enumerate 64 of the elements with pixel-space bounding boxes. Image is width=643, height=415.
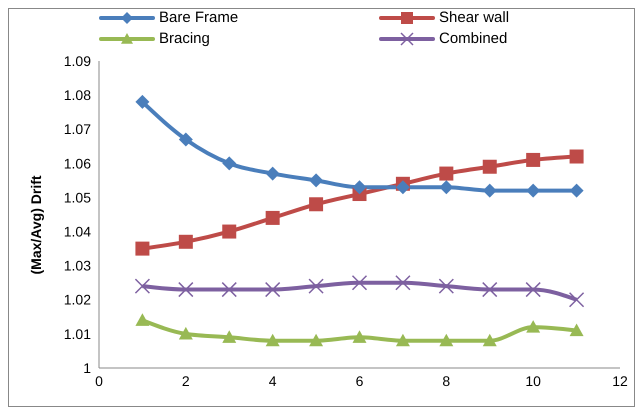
y-tick-label: 1.06 xyxy=(64,155,92,172)
y-tick-label: 1.02 xyxy=(64,292,92,308)
point xyxy=(308,278,324,294)
point xyxy=(525,282,541,298)
y-tick-label: 1 xyxy=(83,360,92,376)
point xyxy=(178,326,193,340)
x-tick-label: 6 xyxy=(356,372,364,389)
point xyxy=(309,197,324,212)
point xyxy=(439,166,454,181)
point xyxy=(135,242,150,256)
point xyxy=(395,274,411,290)
point xyxy=(222,282,237,298)
point xyxy=(178,132,193,146)
y-tick-label: 1.05 xyxy=(64,189,92,206)
point xyxy=(135,94,150,109)
point xyxy=(134,278,150,294)
point xyxy=(439,334,454,346)
point xyxy=(266,166,280,181)
point xyxy=(266,334,280,346)
point xyxy=(570,323,584,336)
y-tick-label: 1.07 xyxy=(64,121,92,138)
point xyxy=(222,224,236,239)
point xyxy=(352,180,366,194)
point xyxy=(352,330,366,343)
y-tick-label: 1.04 xyxy=(64,224,92,240)
point xyxy=(526,320,540,333)
legend-label: Shear wall xyxy=(439,9,510,26)
x-tick-label: 2 xyxy=(182,372,190,389)
y-tick-label: 1.09 xyxy=(64,52,92,69)
legend-label: Bare Frame xyxy=(159,9,238,26)
y-axis-title: (Max/Avg) Drift xyxy=(28,175,44,274)
point xyxy=(135,313,150,326)
point xyxy=(482,160,497,174)
y-tick-label: 1.03 xyxy=(64,258,92,274)
point xyxy=(570,150,584,164)
point xyxy=(568,292,584,308)
x-tick-label: 8 xyxy=(442,372,450,389)
point xyxy=(482,282,498,298)
point xyxy=(352,274,368,290)
x-tick-label: 12 xyxy=(612,372,628,389)
y-tick-label: 1.01 xyxy=(64,326,92,342)
point xyxy=(526,184,540,198)
point xyxy=(482,334,497,346)
point xyxy=(438,278,454,294)
point xyxy=(396,180,410,194)
point xyxy=(309,334,324,346)
point xyxy=(222,156,236,170)
point xyxy=(439,180,454,194)
point xyxy=(264,282,280,298)
point xyxy=(526,152,540,167)
point xyxy=(266,210,280,225)
legend-label: Combined xyxy=(439,30,508,47)
point xyxy=(178,234,193,249)
point xyxy=(482,184,497,198)
point xyxy=(309,173,324,188)
legend-label: Bracing xyxy=(159,30,210,47)
x-tick-label: 0 xyxy=(95,372,104,389)
point xyxy=(570,184,584,198)
point xyxy=(396,334,410,346)
x-tick-label: 10 xyxy=(525,372,542,389)
point xyxy=(178,282,194,298)
point xyxy=(222,330,236,343)
y-tick-label: 1.08 xyxy=(64,87,92,104)
x-tick-label: 4 xyxy=(268,372,277,389)
